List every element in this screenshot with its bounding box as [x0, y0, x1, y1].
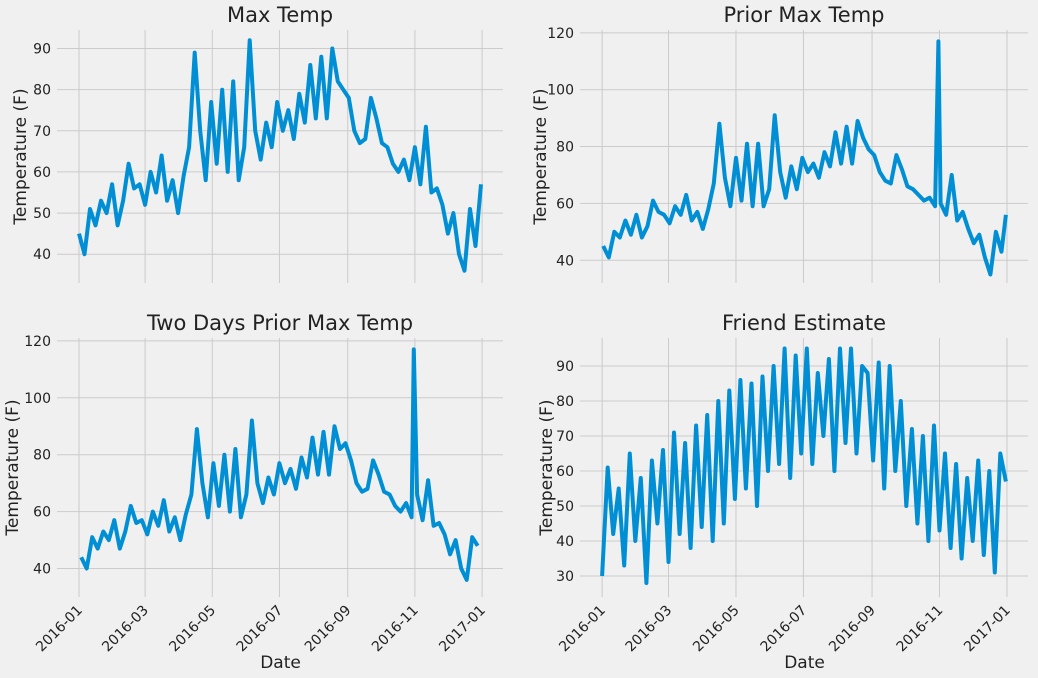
- y-tick-label: 50: [556, 499, 574, 515]
- x-tick-label: 2016-11: [894, 603, 947, 656]
- x-tick-label: 2016-03: [99, 603, 152, 656]
- x-tick-label: 2016-01: [556, 603, 609, 656]
- y-tick-label: 60: [556, 196, 574, 212]
- x-tick-label: 2016-07: [758, 603, 811, 656]
- y-tick-label: 80: [556, 140, 574, 156]
- x-tick-label: 2016-09: [302, 603, 355, 656]
- y-tick-label: 40: [33, 562, 51, 578]
- data-line: [77, 38, 483, 273]
- subplot: 30 40 50 60 70 80 90 2016-01 2016-03 2016-05 2016-…: [537, 311, 1028, 673]
- x-tick-label: 2017-01: [961, 603, 1014, 656]
- subplot: 40 50 60 70 80 90 Max Temp Temperature (F): [11, 3, 503, 283]
- data-line: [79, 347, 480, 582]
- y-tick-label: 100: [547, 83, 574, 99]
- y-tick-label: 90: [556, 359, 574, 375]
- y-tick-label: 60: [556, 464, 574, 480]
- data-line: [600, 346, 1008, 585]
- data-line: [601, 39, 1008, 277]
- subplot-title: Prior Max Temp: [724, 3, 885, 27]
- y-tick-label: 40: [33, 247, 51, 263]
- subplot: 40 60 80 100 120 2016-01 2016-03 2016-05 2016-07…: [3, 311, 503, 673]
- y-axis-label: Temperature (F): [3, 399, 23, 536]
- x-axis-label: Date: [784, 653, 825, 673]
- y-axis-label: Temperature (F): [531, 88, 551, 225]
- y-tick-label: 70: [33, 124, 51, 140]
- subplot: 40 60 80 100 120 Prior Max Temp Temperature (F…: [531, 3, 1028, 283]
- x-tick-label: 2016-05: [166, 603, 219, 656]
- y-tick-label: 50: [33, 206, 51, 222]
- y-tick-label: 60: [33, 505, 51, 521]
- x-tick-label: 2017-01: [436, 603, 489, 656]
- subplot-title: Max Temp: [227, 3, 333, 27]
- y-tick-label: 80: [556, 394, 574, 410]
- y-tick-label: 80: [33, 83, 51, 99]
- subplot-title: Friend Estimate: [722, 311, 886, 335]
- y-axis-label: Temperature (F): [11, 88, 31, 225]
- subplot-title: Two Days Prior Max Temp: [146, 311, 413, 335]
- y-tick-label: 100: [24, 391, 51, 407]
- y-tick-label: 90: [33, 42, 51, 58]
- y-tick-label: 40: [556, 253, 574, 269]
- y-tick-label: 120: [547, 26, 574, 42]
- x-tick-label: 2016-09: [826, 603, 879, 656]
- y-tick-label: 30: [556, 569, 574, 585]
- y-tick-label: 80: [33, 448, 51, 464]
- x-tick-label: 2016-03: [623, 603, 676, 656]
- y-tick-label: 40: [556, 534, 574, 550]
- y-axis-label: Temperature (F): [537, 399, 557, 536]
- x-tick-label: 2016-01: [33, 603, 86, 656]
- x-tick-label: 2016-05: [690, 603, 743, 656]
- y-tick-label: 70: [556, 429, 574, 445]
- x-tick-label: 2016-11: [369, 603, 422, 656]
- x-tick-label: 2016-07: [234, 603, 287, 656]
- y-tick-label: 60: [33, 165, 51, 181]
- y-tick-label: 120: [24, 334, 51, 350]
- x-axis-label: Date: [260, 653, 301, 673]
